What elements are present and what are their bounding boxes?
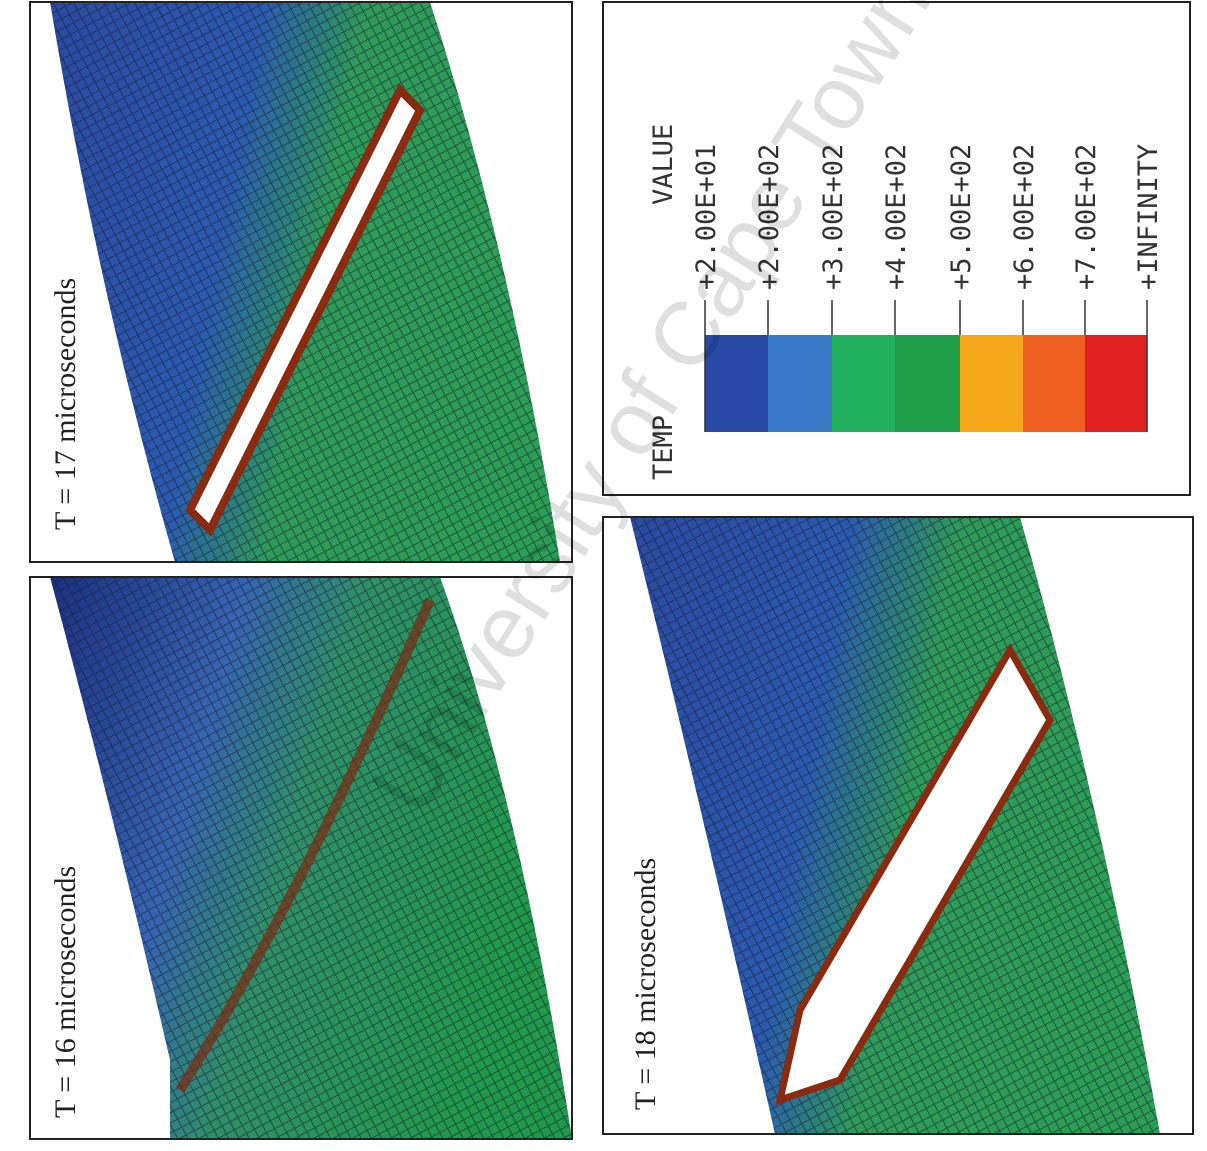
panel-frame — [29, 1, 573, 563]
legend-colorbar — [704, 300, 1148, 432]
legend-label: +7.00E+02 — [1071, 144, 1102, 290]
legend-labels: +2.00E+01 +2.00E+02 +3.00E+02 +4.00E+02 +5.0… — [691, 144, 1164, 290]
legend-label: +3.00E+02 — [818, 144, 849, 290]
panel-frame — [602, 516, 1194, 1135]
panel-17 — [50, 2, 560, 562]
legend-label: +2.00E+01 — [691, 144, 722, 290]
panel-label: T = 17 microseconds — [49, 278, 82, 530]
legend-label: +2.00E+02 — [754, 144, 785, 290]
legend-header: VALUE — [648, 124, 679, 205]
panel-16 — [50, 577, 572, 1139]
legend-label: +6.00E+02 — [1009, 144, 1040, 290]
legend-label: +INFINITY — [1133, 144, 1164, 290]
panel-18 — [630, 517, 1160, 1134]
panel-label: T = 16 microseconds — [49, 866, 82, 1118]
panel-frame — [29, 576, 573, 1140]
legend-label: +5.00E+02 — [946, 144, 977, 290]
legend-label: +4.00E+02 — [881, 144, 912, 290]
panel-label: T = 18 microseconds — [629, 858, 662, 1110]
legend-title: TEMP — [648, 415, 679, 480]
